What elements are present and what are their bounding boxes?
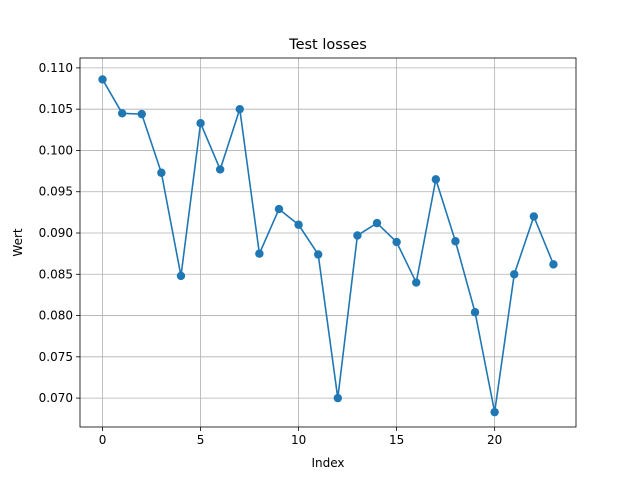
plot-frame	[79, 57, 577, 428]
series-line	[98, 75, 558, 417]
data-point	[451, 237, 460, 246]
data-point	[294, 220, 303, 229]
y-tick-label: 0.080	[39, 309, 73, 323]
x-tick-label: 0	[99, 433, 107, 447]
data-point	[137, 109, 146, 119]
data-point	[353, 231, 362, 240]
data-point	[470, 308, 480, 317]
y-tick-label: 0.070	[39, 391, 73, 405]
y-tick-label: 0.090	[39, 226, 73, 240]
series-polyline	[101, 79, 555, 413]
x-tick-label: 20	[487, 433, 502, 447]
y-tick-label: 0.075	[39, 350, 73, 364]
data-point	[490, 407, 499, 417]
x-tick-label: 15	[389, 433, 404, 447]
x-tick-label: 5	[197, 433, 205, 447]
data-point	[196, 119, 205, 128]
data-point	[333, 393, 343, 403]
y-tick-label: 0.105	[39, 102, 73, 116]
data-point	[529, 212, 539, 221]
y-tick-label: 0.100	[39, 143, 73, 157]
y-axis-label: Wert	[11, 228, 25, 256]
data-point	[255, 249, 264, 258]
y-tick-label: 0.085	[39, 267, 73, 281]
data-point	[549, 260, 558, 269]
data-point	[235, 104, 244, 114]
x-tick-label: 10	[291, 433, 306, 447]
data-point	[157, 168, 166, 177]
data-point	[274, 204, 284, 214]
data-point	[372, 218, 382, 228]
chart-title: Test losses	[288, 37, 367, 53]
data-point	[117, 109, 127, 118]
data-point	[313, 250, 323, 259]
x-axis-label: Index	[311, 456, 344, 470]
axis-ticks: 0 5 10 15 20 0.070 0.075 0.080 0.085 0.090 0.095 0.…	[39, 61, 503, 447]
data-point	[98, 75, 107, 84]
y-tick-label: 0.095	[39, 185, 73, 199]
data-point	[412, 278, 421, 287]
data-point	[431, 175, 441, 184]
data-point	[215, 165, 225, 174]
data-point	[392, 237, 401, 247]
y-tick-label: 0.110	[39, 61, 73, 75]
grid	[80, 58, 576, 427]
data-point	[510, 270, 519, 279]
data-point	[176, 271, 186, 281]
